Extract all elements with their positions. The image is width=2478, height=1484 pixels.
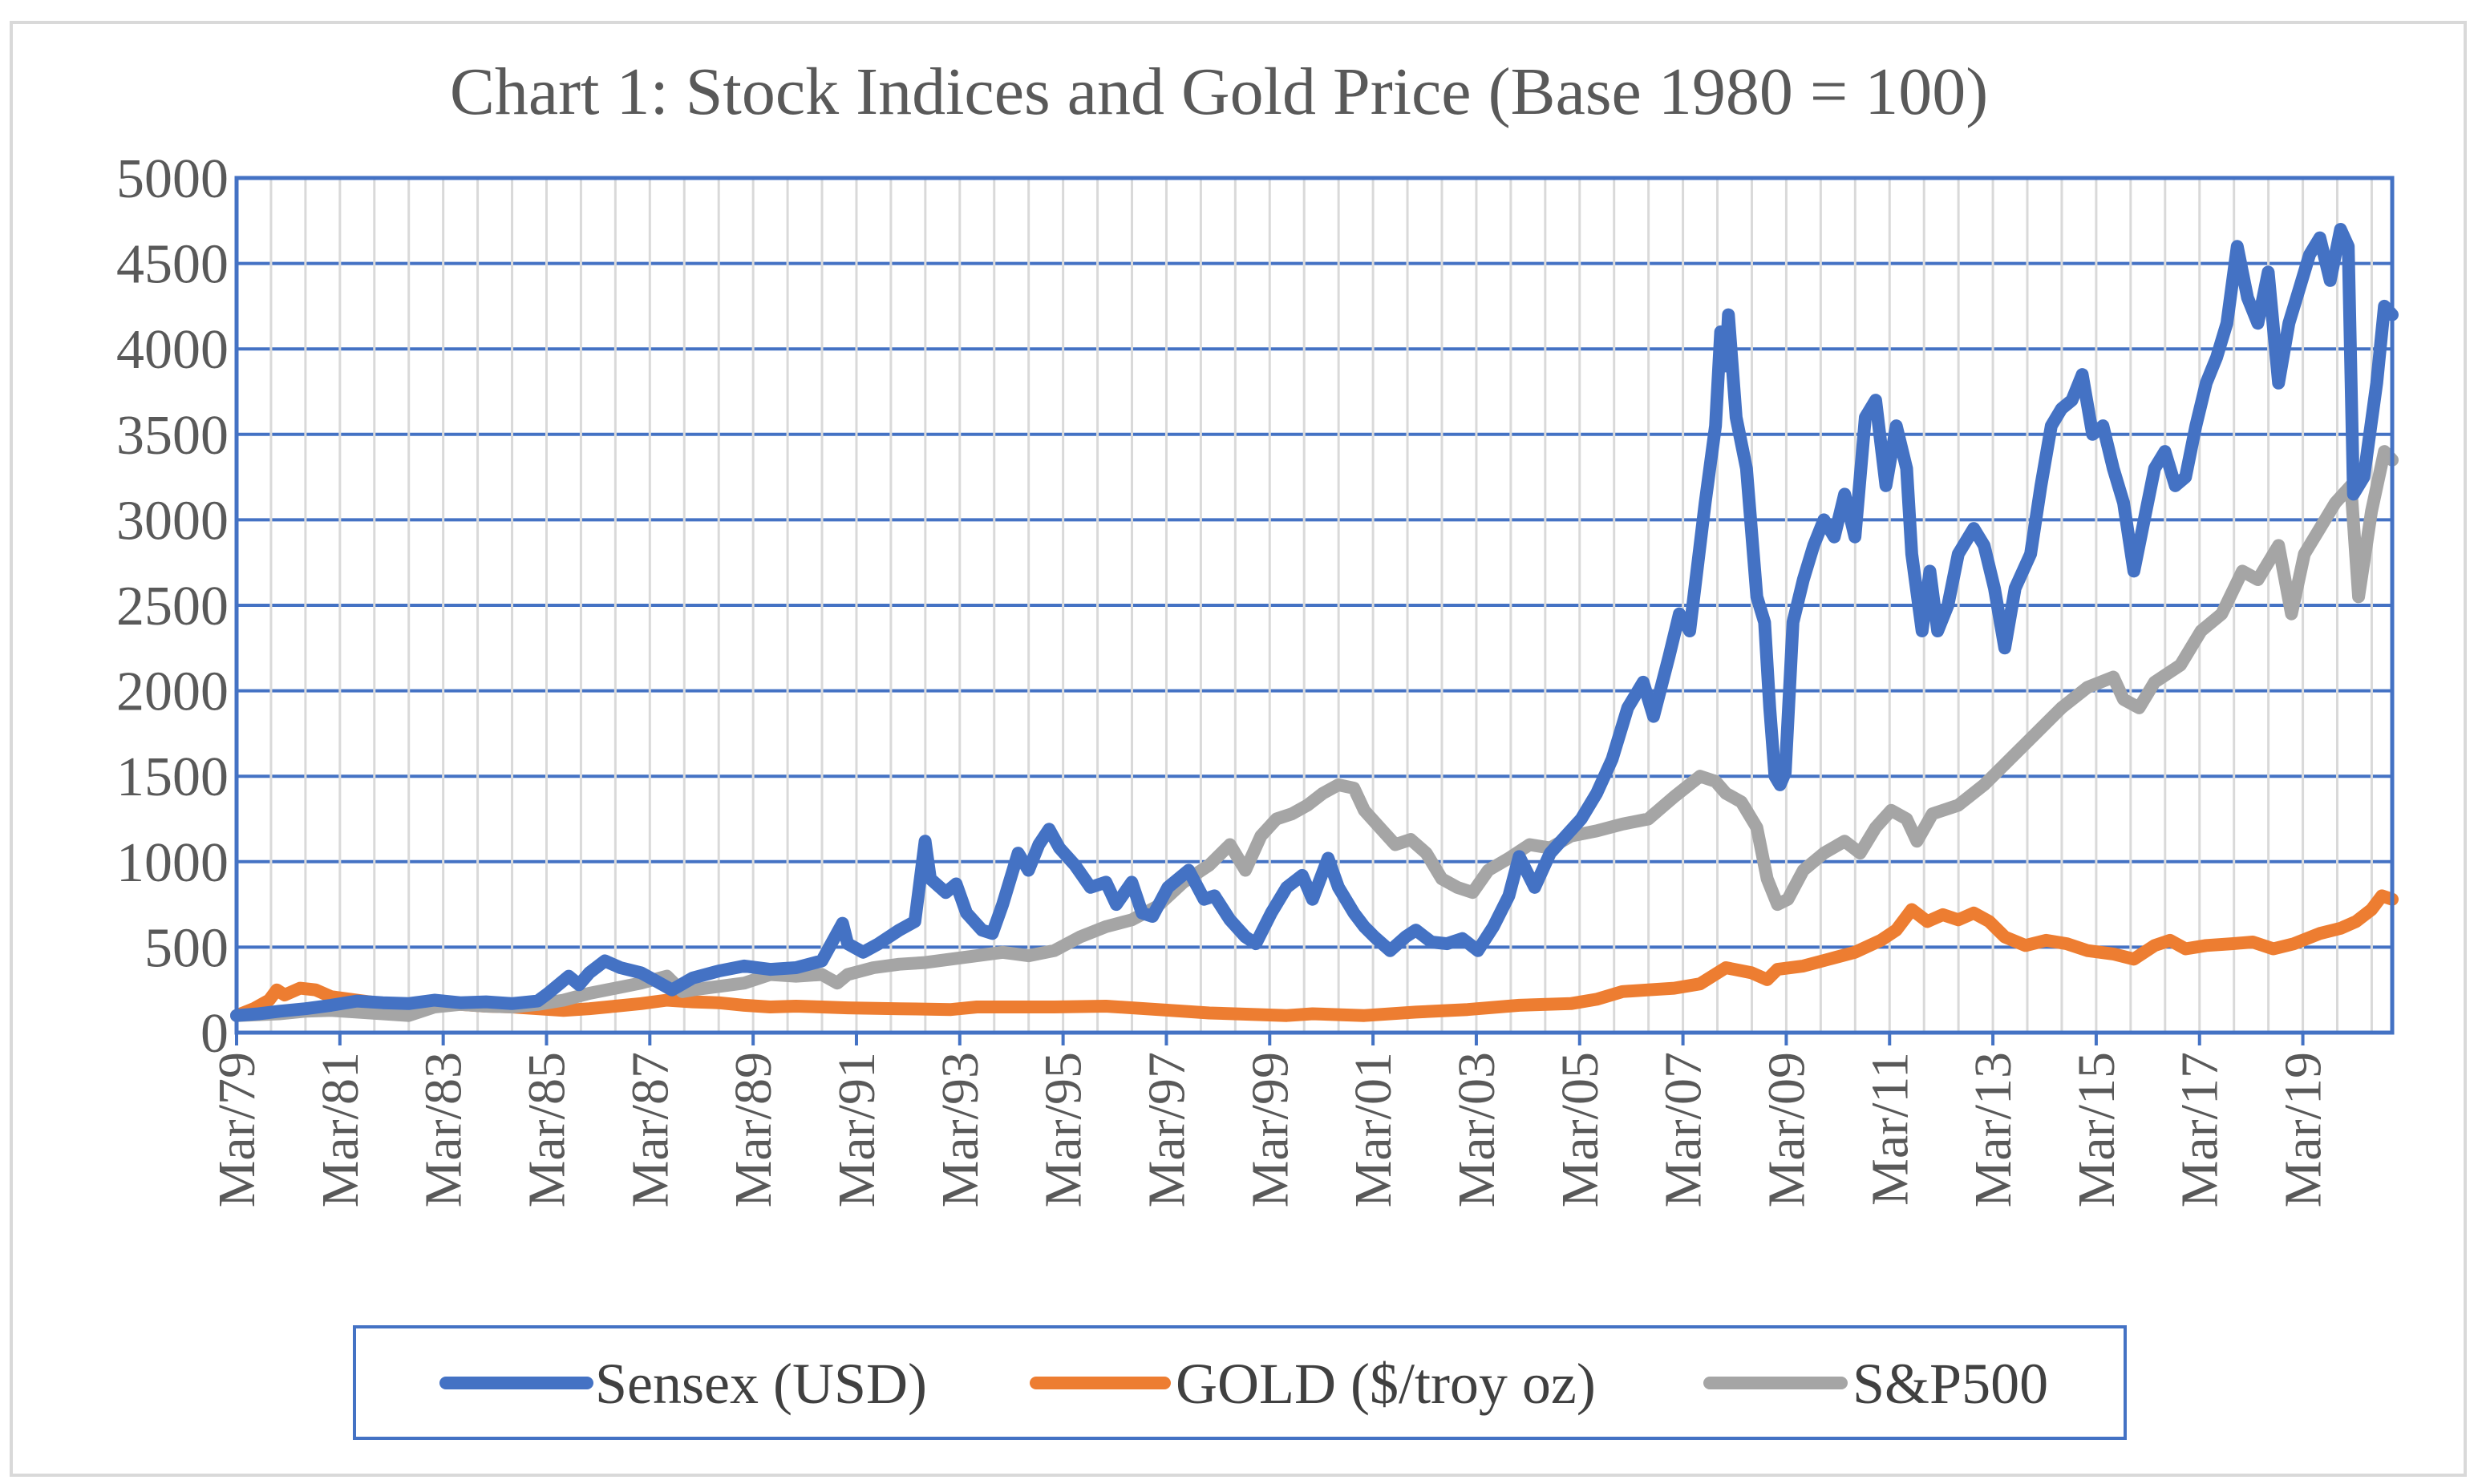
y-tick-label: 4500	[116, 234, 229, 296]
x-tick-label: Mar/15	[2067, 1052, 2126, 1207]
y-tick-label: 500	[144, 917, 229, 979]
plot-area-frame	[234, 176, 2395, 1035]
legend-item-sensex: Sensex (USD)	[439, 1352, 927, 1416]
x-tick-label: Mar/81	[311, 1052, 370, 1207]
x-tick-label: Mar/89	[724, 1052, 783, 1207]
x-tick-label: Mar/07	[1654, 1052, 1713, 1207]
x-axis-tick-labels: Mar/79 Mar/81 Mar/83 Mar/85 Mar/87 Mar/89 Mar/…	[208, 1033, 2333, 1207]
x-tick-label: Mar/95	[1035, 1052, 1093, 1207]
x-tick-label: Mar/17	[2171, 1052, 2229, 1207]
chart-title: Chart 1: Stock Indices and Gold Price (B…	[450, 55, 1988, 129]
y-tick-label: 4000	[116, 319, 229, 381]
x-tick-label: Mar/99	[1241, 1052, 1299, 1207]
x-tick-label: Mar/79	[208, 1052, 266, 1207]
x-tick-label: Mar/01	[1344, 1052, 1403, 1207]
y-tick-label: 3500	[116, 405, 229, 467]
x-tick-label: Mar/03	[1448, 1052, 1506, 1207]
x-tick-label: Mar/05	[1551, 1052, 1609, 1207]
x-tick-label: Mar/11	[1861, 1052, 1919, 1206]
x-tick-label: Mar/19	[2274, 1052, 2333, 1207]
legend: Sensex (USD) GOLD ($/troy oz) S&P500	[353, 1325, 2127, 1440]
y-tick-label: 1500	[116, 746, 229, 808]
y-tick-label: 1000	[116, 832, 229, 894]
y-tick-label: 2000	[116, 661, 229, 723]
legend-label-sp500: S&P500	[1852, 1352, 2048, 1416]
y-tick-label: 0	[200, 1003, 229, 1065]
y-axis-tick-labels: 0 500 1000 1500 2000 2500 3000 3500 4000 4500 5000	[116, 148, 229, 1065]
legend-label-sensex: Sensex (USD)	[595, 1352, 927, 1416]
x-tick-label: Mar/97	[1137, 1052, 1196, 1207]
x-tick-label: Mar/87	[621, 1052, 679, 1207]
legend-item-gold: GOLD ($/troy oz)	[1030, 1352, 1596, 1416]
x-tick-label: Mar/83	[415, 1052, 473, 1207]
x-tick-label: Mar/91	[828, 1052, 886, 1207]
x-tick-label: Mar/93	[931, 1052, 990, 1207]
series-lines	[230, 223, 2399, 1022]
x-tick-label: Mar/09	[1757, 1052, 1816, 1207]
x-tick-label: Mar/13	[1964, 1052, 2022, 1207]
y-tick-label: 3000	[116, 490, 229, 552]
x-tick-label: Mar/85	[517, 1052, 576, 1207]
legend-label-gold: GOLD ($/troy oz)	[1176, 1352, 1596, 1416]
y-tick-label: 5000	[116, 148, 229, 210]
legend-item-sp500: S&P500	[1703, 1352, 2048, 1416]
series-line-s-p500	[230, 445, 2399, 1022]
series-line-sensex-usd	[230, 223, 2399, 1022]
y-tick-label: 2500	[116, 576, 229, 637]
